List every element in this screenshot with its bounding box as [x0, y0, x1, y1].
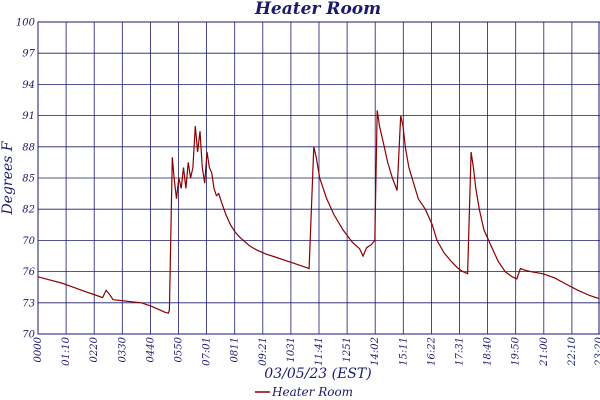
chart-grid	[37, 21, 600, 335]
x-tick-label: 07:01	[202, 337, 213, 366]
y-tick-label: 70	[22, 330, 35, 341]
y-tick-label: 82	[22, 205, 35, 216]
x-axis-ticks: 0000 01:10 0220 0330 0440 0550 07:01 0811 09:21 1…	[33, 336, 600, 366]
series-layer	[37, 110, 600, 314]
plot-area	[37, 21, 600, 335]
x-tick-label: 15:11	[398, 337, 409, 366]
x-tick-label: 0220	[89, 336, 100, 362]
y-tick-label: 88	[22, 142, 35, 153]
x-tick-label: 17:31	[455, 337, 466, 366]
y-tick-label: 94	[22, 80, 35, 91]
x-tick-label: 18:40	[483, 336, 494, 365]
y-tick-label: 70	[22, 236, 35, 247]
x-tick-label: 14:02	[370, 337, 381, 366]
x-tick-label: 09:21	[258, 337, 269, 366]
x-tick-label: 21:00	[539, 336, 550, 366]
x-tick-label: 1031	[286, 337, 297, 362]
y-tick-label: 97	[22, 49, 35, 60]
series-line-heater-room	[37, 110, 600, 314]
x-tick-label: 22:10	[567, 336, 578, 366]
x-tick-label: 0811	[230, 337, 241, 362]
legend-label: Heater Room	[271, 385, 353, 399]
x-tick-label: 0440	[145, 336, 156, 362]
chart-title: Heater Room	[254, 0, 381, 19]
x-tick-label: 0000	[33, 336, 44, 362]
x-tick-label: 23:20	[594, 336, 600, 366]
y-tick-label: 100	[16, 18, 36, 29]
x-tick-label: 0330	[117, 336, 128, 362]
y-tick-label: 76	[22, 267, 35, 278]
y-tick-label: 73	[22, 298, 35, 309]
y-tick-label: 91	[22, 111, 35, 122]
legend: Heater Room	[255, 385, 353, 399]
x-tick-label: 19:50	[511, 336, 522, 365]
x-tick-label: 11:41	[314, 337, 325, 366]
x-tick-label: 0550	[174, 336, 185, 362]
x-tick-label: 01:10	[61, 336, 72, 365]
y-axis-ticks: 70 73 76 70 82 85 88 91 94 97 100	[16, 18, 36, 341]
x-tick-label: 1251	[342, 337, 353, 362]
y-axis-label: Degrees F	[0, 140, 16, 215]
x-axis-label: 03/05/23 (EST)	[264, 366, 371, 382]
y-tick-label: 85	[22, 174, 35, 185]
x-tick-label: 16:22	[426, 337, 437, 366]
